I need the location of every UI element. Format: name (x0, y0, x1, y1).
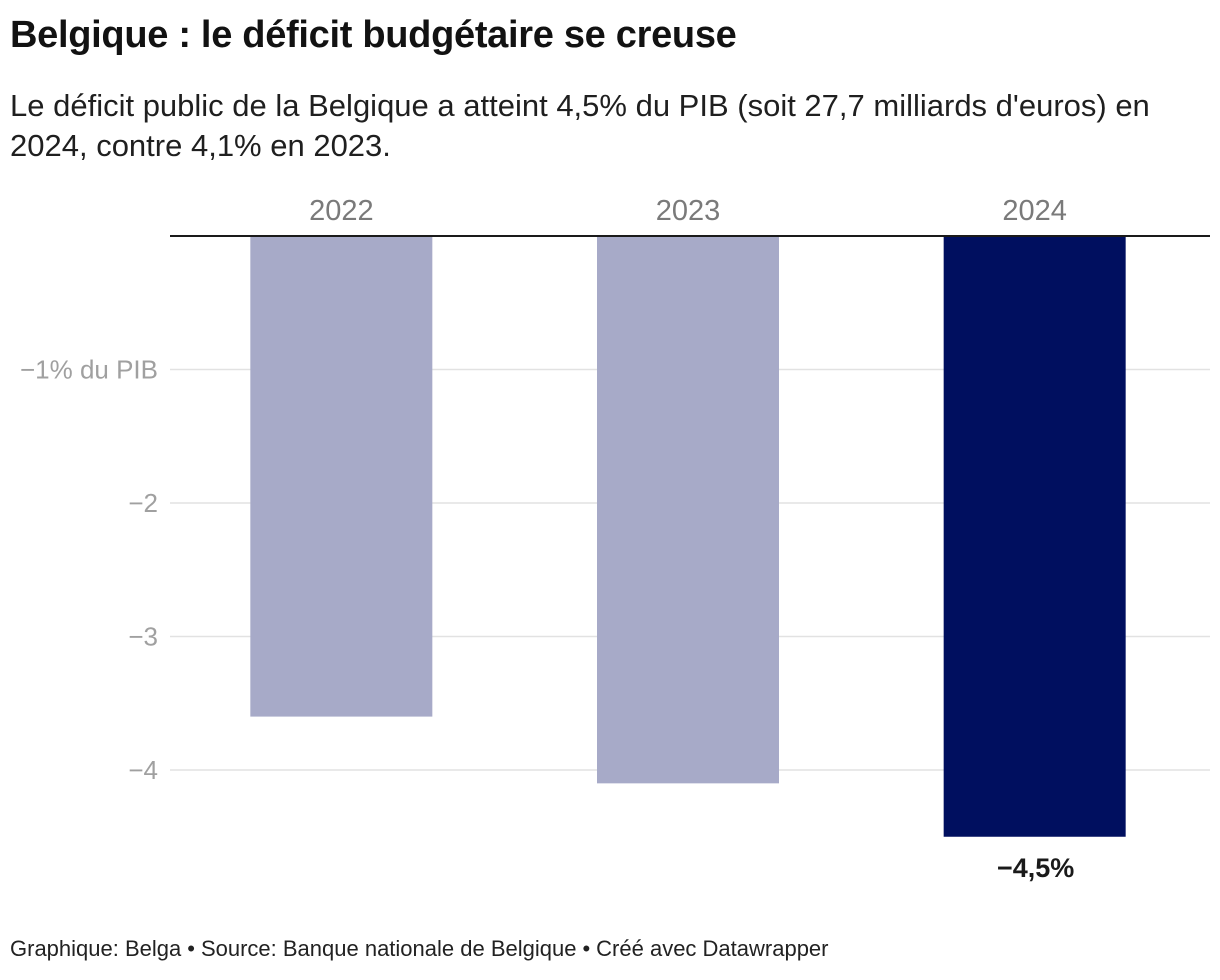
value-label: −4,5% (997, 853, 1074, 883)
y-tick-label: −4 (128, 755, 158, 785)
category-label: 2023 (656, 195, 721, 227)
chart-footer: Graphique: Belga • Source: Banque national… (10, 936, 829, 962)
footer-graphic-credit: Graphique: Belga (10, 936, 182, 961)
y-tick-label: −3 (128, 622, 158, 652)
bar-2024 (943, 236, 1126, 837)
footer-separator: • (187, 936, 195, 961)
footer-separator: • (582, 936, 591, 961)
category-label: 2024 (1002, 195, 1067, 227)
y-tick-label: −1% du PIB (20, 355, 158, 385)
category-label: 2022 (309, 195, 374, 227)
footer-datawrapper-credit: Créé avec Datawrapper (596, 936, 829, 961)
bar-chart: −1% du PIB −2 −3 −4 2022 2023 2024 −4,5% (20, 195, 1210, 883)
y-tick-label: −2 (128, 488, 158, 518)
footer-source: Source: Banque nationale de Belgique (200, 936, 577, 961)
chart-subtitle: Le déficit public de la Belgique a attei… (10, 88, 1150, 163)
bar-2023 (597, 236, 779, 784)
chart-title: Belgique : le déficit budgétaire se creu… (10, 14, 737, 56)
bar-2022 (250, 236, 433, 717)
